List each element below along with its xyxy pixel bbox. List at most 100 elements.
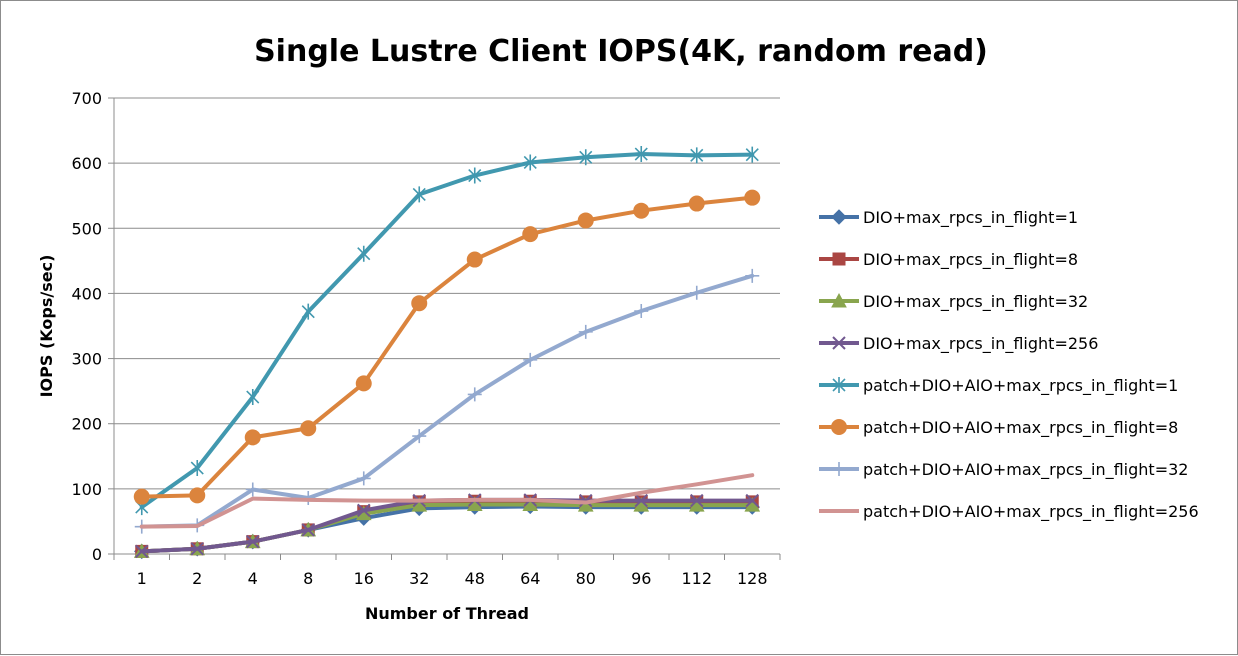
data-point: [412, 186, 426, 203]
legend-item: patch+DIO+AIO+max_rpcs_in_flight=1: [819, 376, 1178, 396]
legend-item: DIO+max_rpcs_in_flight=256: [819, 334, 1098, 354]
legend-label: DIO+max_rpcs_in_flight=1: [863, 208, 1078, 228]
legend-marker: [831, 419, 847, 435]
legend-marker: [832, 252, 846, 266]
data-point: [190, 542, 204, 556]
x-tick-label: 64: [520, 569, 540, 588]
data-point: [690, 493, 704, 508]
data-point: [745, 493, 759, 508]
data-point: [301, 303, 315, 320]
series-line: [139, 473, 755, 529]
x-tick-label: 96: [631, 569, 651, 588]
legend-label: DIO+max_rpcs_in_flight=8: [863, 250, 1078, 270]
data-point: [523, 352, 538, 367]
legend-item: DIO+max_rpcs_in_flight=8: [819, 250, 1078, 270]
y-tick-label: 700: [71, 89, 102, 108]
series-line: [139, 273, 755, 529]
series-line: [139, 152, 755, 510]
legend-label: patch+DIO+AIO+max_rpcs_in_flight=1: [863, 376, 1178, 396]
y-tick-label: 0: [92, 545, 102, 564]
series-7: [134, 268, 760, 534]
data-point: [466, 251, 483, 268]
legend-label: DIO+max_rpcs_in_flight=32: [863, 292, 1088, 312]
y-tick-label: 200: [71, 415, 102, 434]
data-point: [411, 295, 428, 312]
chart-title: Single Lustre Client IOPS(4K, random rea…: [254, 34, 988, 69]
legend: DIO+max_rpcs_in_flight=1 DIO+max_rpcs_in_…: [819, 208, 1199, 522]
legend-marker: [832, 462, 846, 476]
x-tick-label: 4: [248, 569, 258, 588]
legend-item: DIO+max_rpcs_in_flight=1: [819, 208, 1078, 228]
data-point: [634, 304, 649, 319]
legend-label: patch+DIO+AIO+max_rpcs_in_flight=8: [863, 418, 1178, 438]
x-axis-label: Number of Thread: [365, 604, 529, 623]
x-tick-label: 112: [681, 569, 712, 588]
data-point: [246, 389, 260, 406]
data-point: [522, 226, 539, 243]
data-point: [577, 212, 594, 229]
legend-label: patch+DIO+AIO+max_rpcs_in_flight=32: [863, 460, 1188, 480]
data-point: [579, 149, 593, 166]
legend-marker: [832, 336, 846, 350]
data-point: [301, 523, 315, 537]
data-point: [135, 544, 149, 559]
y-tick-label: 400: [71, 284, 102, 303]
data-point: [690, 147, 704, 164]
data-point: [357, 245, 371, 262]
data-point: [244, 429, 261, 446]
data-point: [467, 387, 482, 402]
data-point: [688, 195, 705, 212]
data-point: [246, 534, 260, 549]
legend-marker: [832, 377, 846, 393]
legend-item: patch+DIO+AIO+max_rpcs_in_flight=256: [819, 502, 1199, 522]
data-point: [190, 460, 204, 477]
legend-label: DIO+max_rpcs_in_flight=256: [863, 334, 1098, 354]
data-point: [744, 189, 761, 206]
data-point: [133, 488, 150, 505]
y-tick-label: 100: [71, 480, 102, 499]
legend-label: patch+DIO+AIO+max_rpcs_in_flight=256: [863, 502, 1199, 522]
x-tick-label: 2: [192, 569, 202, 588]
data-point: [300, 420, 317, 437]
data-point: [189, 487, 206, 504]
legend-item: DIO+max_rpcs_in_flight=32: [819, 292, 1088, 312]
series-1: [134, 498, 760, 560]
data-point: [468, 167, 482, 184]
legend-marker: [831, 292, 847, 308]
data-point: [412, 429, 427, 444]
x-tick-label: 32: [409, 569, 429, 588]
data-point: [745, 146, 759, 163]
data-point: [578, 324, 593, 339]
data-point: [745, 268, 760, 283]
y-tick-label: 500: [71, 219, 102, 238]
series-6: [133, 189, 761, 505]
data-point: [245, 482, 260, 497]
y-tick-label: 600: [71, 154, 102, 173]
legend-marker: [831, 209, 847, 225]
series-8: [139, 473, 755, 529]
data-point: [689, 285, 704, 300]
y-axis-label: IOPS (Kops/sec): [37, 255, 56, 398]
data-point: [634, 493, 648, 508]
legend-item: patch+DIO+AIO+max_rpcs_in_flight=32: [819, 460, 1188, 480]
x-tick-label: 1: [137, 569, 147, 588]
x-tick-label: 8: [303, 569, 313, 588]
x-tick-label: 48: [465, 569, 485, 588]
series-group: [133, 146, 761, 560]
data-point: [355, 375, 372, 392]
data-point: [634, 146, 648, 163]
y-tick-label: 300: [71, 350, 102, 369]
data-point: [523, 154, 537, 171]
x-tick-label: 80: [576, 569, 596, 588]
x-tick-label: 16: [354, 569, 374, 588]
x-tick-label: 128: [737, 569, 768, 588]
legend-item: patch+DIO+AIO+max_rpcs_in_flight=8: [819, 418, 1178, 438]
data-point: [633, 202, 650, 219]
data-point: [356, 471, 371, 486]
data-point: [357, 503, 371, 518]
series-line: [139, 195, 755, 499]
gridlines: [114, 97, 780, 490]
